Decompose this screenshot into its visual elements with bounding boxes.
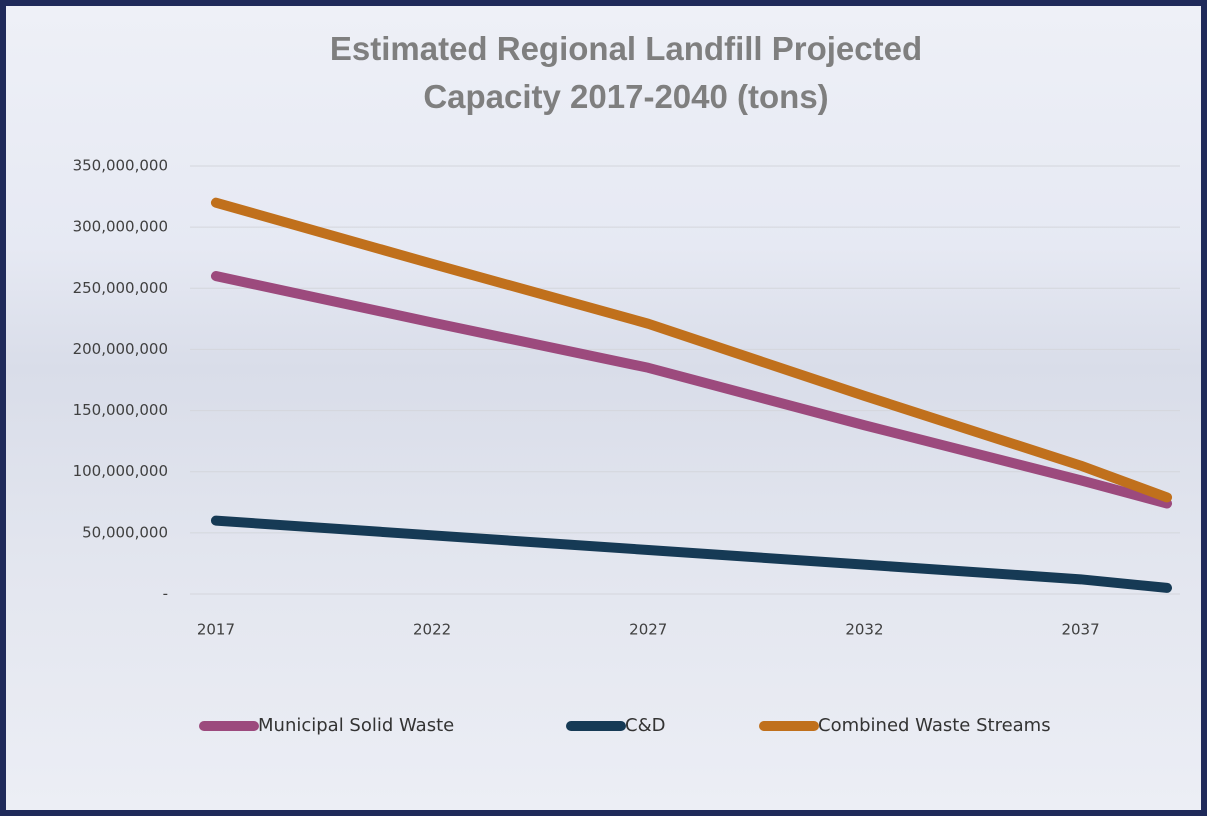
legend-label: Combined Waste Streams [818,715,1051,736]
x-tick-label: 2017 [197,621,235,639]
y-tick-label: 300,000,000 [73,218,168,236]
series-line [216,203,1167,498]
legend-label: Municipal Solid Waste [258,715,454,736]
y-tick-label: 350,000,000 [73,157,168,175]
chart: - 50,000,000 100,000,000 150,000,000 200,000… [0,0,1207,816]
x-tick-label: 2037 [1061,621,1099,639]
y-tick-label: 50,000,000 [82,523,168,541]
series-line [216,276,1167,503]
y-tick-label: 250,000,000 [73,279,168,297]
legend-label: C&D [625,715,665,736]
x-tick-label: 2022 [413,621,451,639]
y-tick-label: 200,000,000 [73,340,168,358]
y-tick-label: 100,000,000 [73,462,168,480]
x-tick-label: 2032 [845,621,883,639]
y-tick-label: - [163,585,168,603]
y-tick-label: 150,000,000 [73,401,168,419]
series-line [216,521,1167,588]
x-tick-label: 2027 [629,621,667,639]
